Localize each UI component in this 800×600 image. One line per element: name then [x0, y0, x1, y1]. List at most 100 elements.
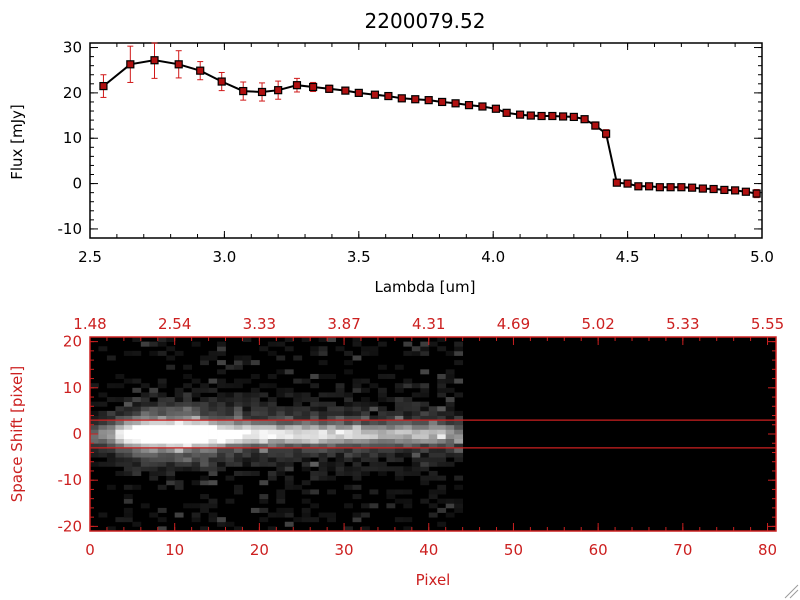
image-pixel [250, 434, 260, 440]
x-tick-label: 3.5 [347, 248, 371, 266]
image-pixel [276, 424, 286, 430]
image-pixel [267, 424, 277, 430]
data-point [698, 184, 707, 193]
x-axis-label: Lambda [um] [375, 278, 476, 296]
image-pixel [157, 470, 167, 476]
image-pixel [293, 401, 303, 407]
image-pixel [310, 420, 320, 426]
image-pixel [437, 410, 447, 416]
image-pixel [411, 392, 421, 398]
image-pixel [437, 452, 447, 458]
image-pixel [98, 429, 108, 435]
image-pixel [250, 470, 260, 476]
image-pixel [318, 475, 328, 481]
image-pixel [310, 424, 320, 430]
image-pixel [166, 337, 176, 343]
image-pixel [225, 443, 235, 449]
image-pixel [217, 420, 226, 426]
image-pixel [437, 521, 447, 527]
image-pixel [191, 466, 201, 472]
data-point [655, 183, 664, 192]
image-pixel [310, 461, 320, 467]
image-pixel [394, 406, 404, 412]
wavelength-tick-label: 5.55 [751, 315, 784, 333]
image-pixel [149, 452, 159, 458]
image-pixel [293, 452, 303, 458]
image-pixel [335, 424, 345, 430]
image-pixel [437, 461, 447, 467]
image-pixel [140, 420, 150, 426]
image-pixel [318, 337, 328, 343]
image-pixel [318, 461, 328, 467]
image-pixel [301, 424, 311, 430]
resize-grip-icon[interactable] [784, 584, 799, 599]
image-pixel [344, 415, 353, 421]
image-pixel [200, 503, 209, 509]
pixel-axis-label: Pixel [416, 571, 451, 589]
image-pixel [284, 410, 294, 416]
image-pixel [344, 443, 353, 449]
image-pixel [115, 383, 125, 389]
image-pixel [267, 461, 277, 467]
image-pixel [183, 410, 193, 416]
image-pixel [293, 447, 303, 453]
image-pixel [225, 475, 235, 481]
image-pixel [140, 438, 150, 444]
image-pixel [369, 346, 379, 352]
image-pixel [284, 438, 294, 444]
image-pixel [437, 392, 447, 398]
image-pixel [454, 429, 464, 435]
image-pixel [318, 457, 328, 463]
image-pixel [233, 424, 243, 430]
image-pixel [157, 383, 167, 389]
image-pixel [445, 512, 455, 518]
image-pixel [344, 397, 353, 403]
image-pixel [327, 406, 337, 412]
image-pixel [250, 406, 260, 412]
image-pixel [225, 406, 235, 412]
image-pixel [437, 475, 447, 481]
image-pixel [106, 452, 116, 458]
image-pixel [394, 434, 404, 440]
image-pixel [276, 387, 286, 393]
image-pixel [115, 424, 125, 430]
image-pixel [403, 410, 413, 416]
image-pixel [132, 401, 142, 407]
image-pixel [318, 373, 328, 379]
image-pixel [166, 452, 176, 458]
image-pixel [132, 434, 142, 440]
image-pixel [208, 387, 218, 393]
image-pixel [174, 452, 184, 458]
image-pixel [259, 434, 269, 440]
image-pixel [284, 429, 294, 435]
x-tick-label: 3.0 [212, 248, 236, 266]
image-pixel [98, 424, 108, 430]
image-pixel [454, 415, 464, 421]
image-pixel [217, 429, 226, 435]
image-pixel [445, 447, 455, 453]
image-pixel [344, 466, 353, 472]
image-pixel [183, 383, 193, 389]
image-pixel [454, 410, 464, 416]
image-pixel [369, 434, 379, 440]
image-pixel [200, 461, 209, 467]
image-pixel [369, 461, 379, 467]
image-pixel [352, 517, 362, 523]
image-pixel [276, 494, 286, 500]
image-pixel [149, 341, 159, 347]
image-pixel [335, 461, 345, 467]
image-pixel [157, 429, 167, 435]
image-pixel [361, 406, 370, 412]
image-pixel [437, 420, 447, 426]
image-pixel [420, 438, 430, 444]
image-pixel [344, 420, 353, 426]
image-pixel [225, 415, 235, 421]
image-pixel [250, 360, 260, 366]
image-pixel [98, 392, 108, 398]
image-pixel [301, 517, 311, 523]
image-pixel [242, 360, 252, 366]
pixel-tick-label: 80 [758, 541, 777, 559]
image-pixel [344, 429, 353, 435]
image-pixel [437, 383, 447, 389]
image-pixel [361, 512, 370, 518]
